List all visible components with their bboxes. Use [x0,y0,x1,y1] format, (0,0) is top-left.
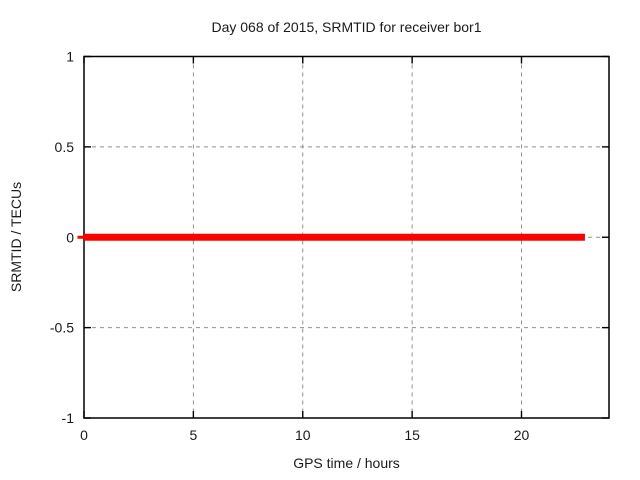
x-tick-label: 15 [404,427,420,443]
y-tick-label: -0.5 [50,320,74,336]
series-line-left-cap [77,235,84,239]
x-axis-label: GPS time / hours [293,455,400,471]
y-tick-label: -1 [62,410,75,426]
y-tick-label: 0 [66,229,74,245]
y-tick-label: 1 [66,49,74,65]
x-tick-label: 0 [80,427,88,443]
x-tick-label: 10 [295,427,311,443]
chart-title: Day 068 of 2015, SRMTID for receiver bor… [211,19,482,35]
x-tick-label: 5 [189,427,197,443]
y-tick-label: 0.5 [55,139,75,155]
x-tick-label: 20 [514,427,530,443]
